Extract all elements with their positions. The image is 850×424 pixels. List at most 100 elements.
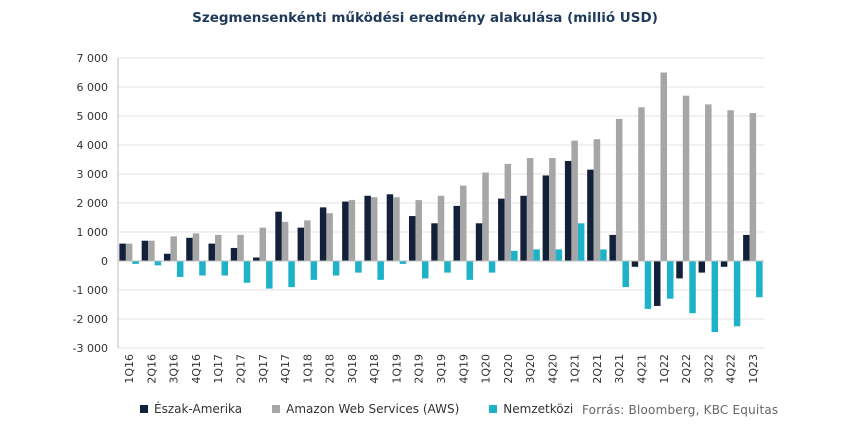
bar-eszak-amerika	[475, 223, 483, 261]
x-tick-label: 2Q18	[324, 354, 337, 384]
bar-eszak-amerika	[275, 211, 282, 261]
bar-nemzetkozi	[176, 261, 184, 277]
y-tick-label: -2 000	[73, 313, 108, 326]
y-tick-label: 3 000	[77, 168, 109, 181]
legend-swatch-eszak-amerika	[140, 405, 148, 413]
bar-aws	[660, 72, 668, 261]
bar-nemzetkozi	[511, 250, 518, 261]
x-tick-label: 1Q17	[212, 354, 225, 384]
bar-nemzetkozi	[577, 223, 585, 261]
bar-aws	[682, 95, 690, 261]
bar-eszak-amerika	[743, 234, 750, 261]
x-tick-label: 2Q20	[502, 354, 515, 384]
bar-eszak-amerika	[564, 160, 572, 261]
bar-aws	[571, 140, 578, 261]
x-tick-label: 4Q19	[457, 354, 470, 384]
bar-aws	[326, 213, 333, 261]
bar-nemzetkozi	[733, 261, 741, 327]
bar-eszak-amerika	[253, 257, 260, 261]
x-tick-label: 2Q17	[235, 354, 248, 384]
bar-nemzetkozi	[266, 261, 273, 289]
bar-nemzetkozi	[600, 249, 607, 261]
bar-aws	[549, 158, 556, 261]
legend-label-aws: Amazon Web Services (AWS)	[286, 402, 460, 416]
bar-aws	[415, 200, 422, 261]
x-tick-label: 1Q22	[658, 354, 671, 384]
y-tick-label: 4 000	[77, 139, 109, 152]
bar-nemzetkozi	[667, 261, 674, 299]
legend-label-eszak-amerika: Észak-Amerika	[154, 402, 243, 416]
bar-nemzetkozi	[332, 261, 340, 276]
x-tick-label: 2Q21	[591, 354, 604, 384]
x-tick-label: 3Q18	[346, 354, 359, 384]
legend-item-nemzetkozi: Nemzetközi	[489, 402, 573, 416]
x-tick-label: 1Q21	[569, 354, 582, 384]
x-tick-label: 2Q22	[680, 354, 693, 384]
y-tick-label: 1 000	[77, 226, 109, 239]
bar-eszak-amerika	[319, 207, 327, 261]
bar-nemzetkozi	[243, 261, 251, 283]
bar-aws	[460, 185, 467, 261]
bar-eszak-amerika	[609, 234, 616, 261]
bar-eszak-amerika	[720, 261, 728, 267]
bar-eszak-amerika	[587, 169, 594, 261]
bar-nemzetkozi	[644, 261, 652, 309]
bar-nemzetkozi	[756, 261, 763, 298]
legend-item-aws: Amazon Web Services (AWS)	[272, 402, 459, 416]
x-tick-label: 4Q18	[368, 354, 381, 384]
bar-eszak-amerika	[520, 195, 527, 261]
bar-nemzetkozi	[622, 261, 629, 288]
x-tick-label: 1Q20	[480, 354, 493, 384]
bar-aws	[304, 220, 311, 261]
bar-aws	[370, 197, 378, 261]
x-tick-label: 3Q21	[613, 354, 626, 384]
bar-eszak-amerika	[431, 223, 438, 261]
bar-aws	[214, 234, 222, 261]
bar-nemzetkozi	[310, 261, 318, 280]
bar-aws	[148, 240, 155, 261]
bar-aws	[259, 227, 267, 261]
x-tick-label: 1Q19	[390, 354, 403, 384]
x-tick-label: 3Q19	[435, 354, 448, 384]
bar-eszak-amerika	[119, 243, 126, 261]
bar-eszak-amerika	[230, 247, 238, 261]
bar-nemzetkozi	[377, 261, 384, 280]
bar-aws	[125, 243, 133, 261]
chart-legend: Észak-Amerika Amazon Web Services (AWS) …	[140, 402, 603, 416]
bar-nemzetkozi	[555, 249, 563, 261]
x-tick-label: 4Q22	[725, 354, 738, 384]
bar-aws	[638, 107, 645, 261]
x-tick-label: 1Q16	[123, 354, 136, 384]
legend-item-eszak-amerika: Észak-Amerika	[140, 402, 242, 416]
bar-eszak-amerika	[141, 240, 149, 261]
y-tick-label: 5 000	[77, 110, 109, 123]
bar-aws	[482, 172, 489, 261]
bar-aws	[615, 118, 623, 262]
legend-label-nemzetkozi: Nemzetközi	[503, 402, 574, 416]
bar-nemzetkozi	[199, 261, 206, 276]
bar-aws	[727, 110, 734, 261]
bar-aws	[281, 221, 289, 261]
y-tick-label: -1 000	[73, 284, 108, 297]
bar-eszak-amerika	[297, 227, 305, 261]
bar-aws	[749, 113, 757, 261]
y-tick-label: 7 000	[77, 52, 109, 65]
y-tick-label: 2 000	[77, 197, 109, 210]
x-tick-label: 3Q22	[702, 354, 715, 384]
bar-nemzetkozi	[488, 261, 496, 273]
x-tick-label: 2Q19	[413, 354, 426, 384]
bar-eszak-amerika	[342, 201, 349, 261]
bar-aws	[504, 163, 512, 261]
bar-eszak-amerika	[631, 261, 639, 267]
bar-aws	[526, 158, 534, 261]
x-tick-label: 4Q20	[546, 354, 559, 384]
x-tick-label: 4Q21	[635, 354, 648, 384]
bar-eszak-amerika	[186, 237, 193, 261]
y-tick-label: -3 000	[73, 342, 108, 355]
bar-eszak-amerika	[676, 261, 683, 279]
legend-swatch-nemzetkozi	[489, 405, 498, 413]
bar-eszak-amerika	[698, 261, 706, 273]
bar-nemzetkozi	[399, 261, 407, 264]
bar-aws	[348, 200, 356, 261]
bar-nemzetkozi	[288, 261, 295, 288]
